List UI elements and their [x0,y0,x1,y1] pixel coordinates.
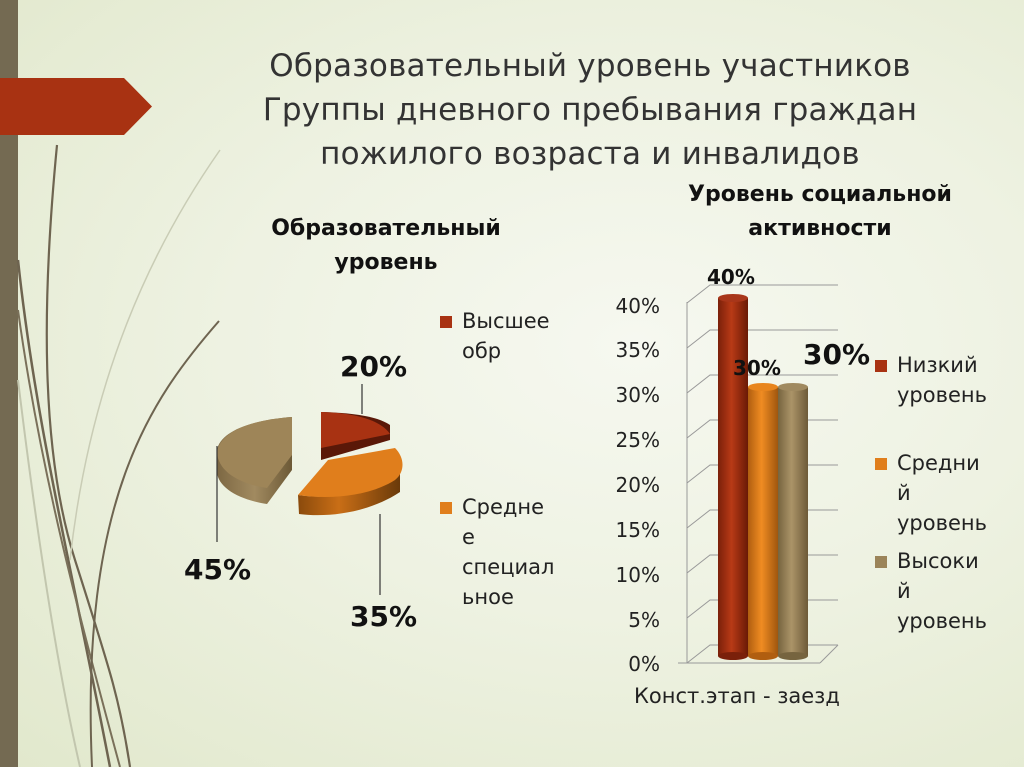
bar-label-high: 30% [803,338,871,371]
y-tick: 0% [628,652,660,676]
slide-title-line-2: Группы дневного пребывания граждан [262,92,918,128]
legend-swatch-red [440,316,452,328]
pie-label-other: 45% [184,553,252,586]
bar-label-low: 40% [707,265,755,289]
y-tick: 40% [615,294,660,318]
bar-chart-title: Уровень социальной активности [640,178,1000,246]
legend-swatch-orange [875,458,887,470]
legend-label: Низкий уровень [897,353,988,407]
legend-label: Высшее обр [462,309,550,363]
legend-swatch-brown [875,556,887,568]
legend-swatch-red [875,360,887,372]
y-tick: 5% [628,608,660,632]
bar-chart-plot [678,284,839,664]
pie-label-higher: 20% [340,350,408,383]
x-axis-label: Конст.этап - заезд [634,684,840,708]
pie-title-line-2: уровень [334,250,438,275]
y-tick: 30% [615,383,660,407]
y-tick: 20% [615,473,660,497]
slide-title-line-1: Образовательный уровень участников [269,48,911,84]
pie-chart [216,384,403,595]
pie-label-secondary-special: 35% [350,600,418,633]
bar-label-medium: 30% [733,356,781,380]
legend-label: Средне е специал ьное [462,495,555,609]
y-tick: 25% [615,428,660,452]
y-tick: 35% [615,338,660,362]
side-accent-bar [0,0,18,767]
pie-chart-title: Образовательный уровень [236,212,536,280]
legend-label: Средни й уровень [897,451,988,535]
slide-title: Образовательный уровень участников Групп… [220,44,960,176]
slide-title-line-3: пожилого возраста и инвалидов [320,136,860,172]
pie-title-line-1: Образовательный [271,216,501,241]
arrow-banner [0,78,152,135]
y-tick: 10% [615,563,660,587]
bar-title-line-1: Уровень социальной [688,182,952,207]
legend-swatch-orange [440,502,452,514]
bar-title-line-2: активности [748,216,892,241]
legend-label: Высоки й уровень [897,549,988,633]
y-tick: 15% [615,518,660,542]
